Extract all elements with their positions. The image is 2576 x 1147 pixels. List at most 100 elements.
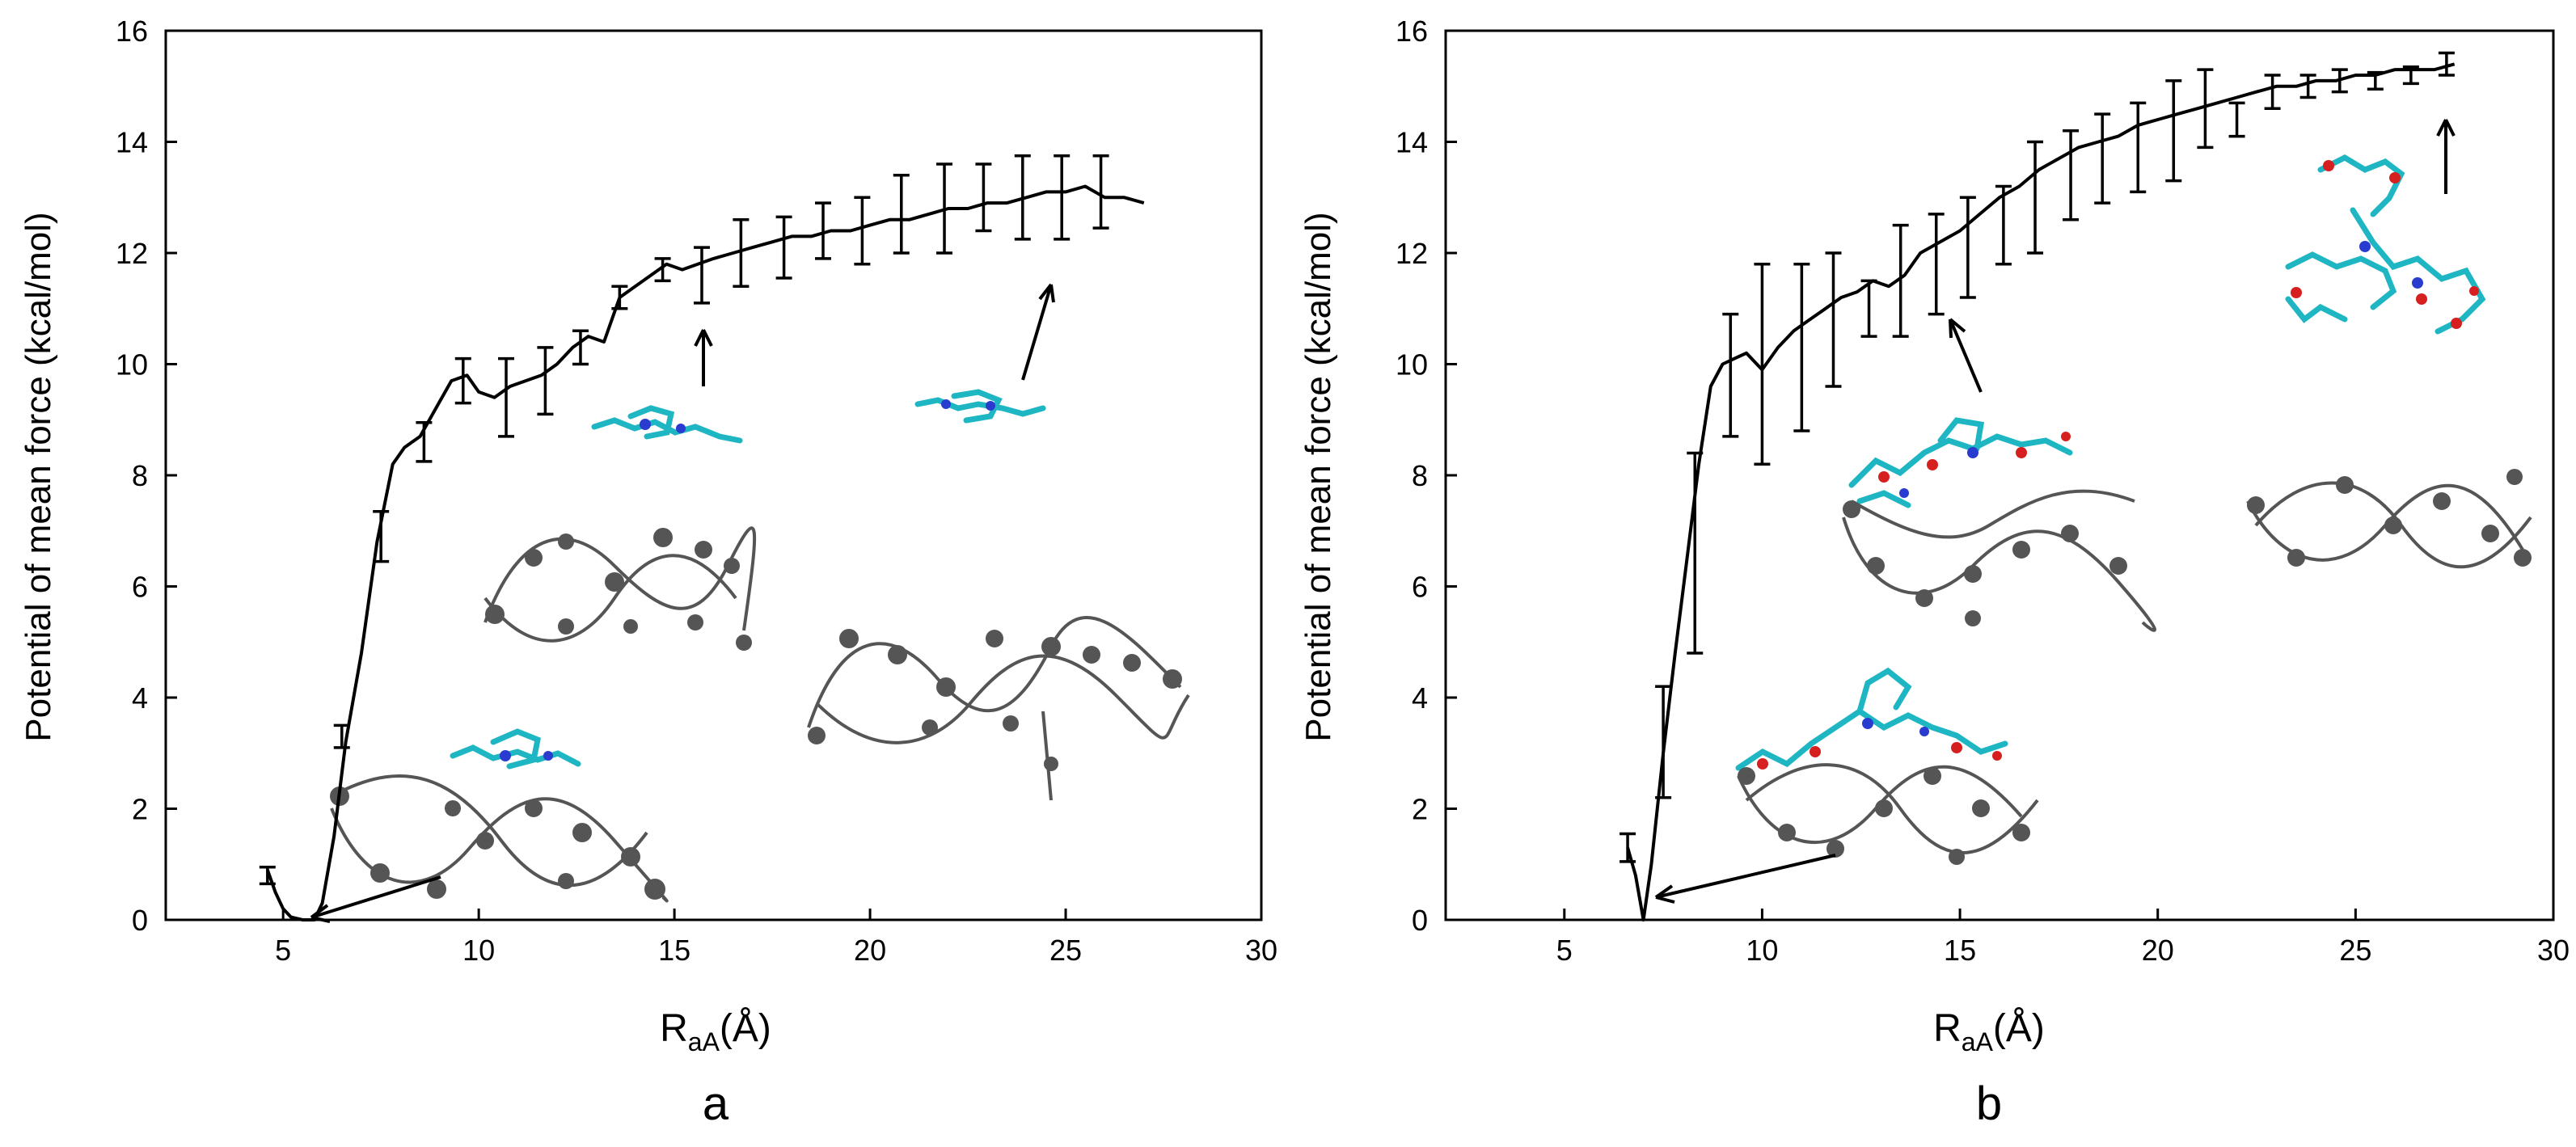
error-bar [654, 257, 671, 283]
x-tick-label: 10 [462, 934, 495, 967]
error-bar [2094, 112, 2111, 205]
panel-label-b: b [1976, 1077, 2002, 1130]
xlabel-a-sub: aA [688, 1027, 720, 1056]
pmf-line [265, 184, 1145, 921]
molecule-inset-b2 [1848, 417, 2073, 508]
error-bar [1959, 196, 1976, 299]
y-tick-label: 14 [116, 126, 148, 159]
error-bar [775, 215, 792, 280]
error-bar [1092, 154, 1109, 230]
y-tick-label: 6 [132, 571, 148, 604]
error-bar [2402, 65, 2419, 86]
molecule-inset-b3 [1735, 667, 2008, 771]
y-tick-label: 6 [1412, 571, 1428, 604]
error-bar [2165, 79, 2182, 183]
molecule-inset-a1 [591, 405, 743, 444]
error-bar [1995, 184, 2012, 266]
error-bar [572, 329, 589, 366]
ylabel-b: Potential of mean force (kcal/mol) [1299, 212, 1338, 741]
y-tick-label: 8 [132, 459, 148, 492]
x-tick-label: 25 [1049, 934, 1082, 967]
dna-inset-b1 [1842, 489, 2156, 632]
y-tick-label: 10 [1396, 348, 1428, 382]
error-bar [1892, 223, 1909, 338]
y-tick-label: 4 [132, 681, 148, 715]
axes-b: 5 10 15 20 25 30 0 2 4 6 8 10 12 14 16 [1396, 15, 2570, 967]
panel-b: 5 10 15 20 25 30 0 2 4 6 8 10 12 14 16 Potential of me… [1299, 15, 2570, 1130]
molecule-inset-a3 [450, 728, 581, 770]
arrow-b2 [1949, 318, 1983, 393]
error-bar [1722, 312, 1739, 438]
molecule-inset-b1 [2285, 154, 2486, 335]
y-tick-label: 12 [116, 237, 148, 270]
error-bar [1687, 451, 1704, 655]
error-bar [854, 196, 871, 266]
x-tick-label: 30 [1245, 934, 1277, 967]
data-b [1620, 51, 2456, 921]
error-bar [1620, 832, 1636, 863]
molecule-inset-a2 [914, 389, 1046, 424]
y-tick-label: 2 [132, 793, 148, 826]
xlabel-a: RaA(Å) [660, 1007, 771, 1056]
y-tick-label: 12 [1396, 237, 1428, 270]
error-bar [2331, 68, 2348, 94]
error-bar [693, 246, 710, 305]
error-bar [2197, 68, 2214, 150]
xlabel-b-sub: aA [1962, 1027, 1994, 1056]
dna-inset-b2 [2246, 469, 2532, 569]
xlabel-a-main: R [660, 1007, 688, 1050]
x-tick-label: 20 [2142, 934, 2174, 967]
arrow-b1 [1655, 854, 1836, 899]
error-bar [893, 174, 910, 255]
error-bar [2027, 140, 2044, 255]
arrow-b2-head [1949, 318, 1966, 339]
arrows-b [1654, 119, 2456, 904]
x-tick-label: 20 [854, 934, 886, 967]
insets-b [1735, 154, 2532, 865]
dna-inset-b3 [1737, 763, 2039, 865]
error-bar [2228, 101, 2245, 138]
ylabel-a: Potential of mean force (kcal/mol) [19, 212, 58, 741]
error-bar [498, 356, 515, 438]
error-bar [259, 865, 276, 886]
error-bar [1014, 154, 1031, 241]
error-bar [1928, 213, 1945, 316]
pmf-line [1626, 62, 2456, 921]
y-tick-label: 14 [1396, 126, 1428, 159]
x-tick-label: 15 [1944, 934, 1976, 967]
y-tick-label: 4 [1412, 681, 1428, 715]
arrows-a [310, 283, 1055, 923]
arrow-a2-head [694, 329, 713, 347]
xlabel-b-unit: (Å) [1993, 1007, 2045, 1050]
error-bar [975, 162, 992, 233]
dna-inset-a2 [807, 616, 1190, 801]
error-bar [2130, 101, 2147, 194]
x-tick-label: 15 [658, 934, 690, 967]
error-bar [454, 356, 471, 405]
error-bar [2367, 70, 2384, 91]
error-bar [1054, 154, 1071, 241]
error-bar [936, 162, 953, 255]
y-tick-label: 8 [1412, 459, 1428, 492]
x-tick-label: 25 [2339, 934, 2371, 967]
error-bar [1825, 251, 1842, 388]
y-tick-label: 0 [132, 904, 148, 937]
error-bar [1754, 263, 1771, 466]
xlabel-b-main: R [1933, 1007, 1962, 1050]
x-tick-label: 30 [2537, 934, 2570, 967]
dna-inset-a1 [484, 526, 757, 651]
error-bar [2264, 74, 2281, 110]
error-bar [373, 509, 390, 563]
panel-label-a: a [703, 1077, 729, 1130]
y-tick-label: 10 [116, 348, 148, 382]
plot-frame [164, 29, 1263, 921]
arrow-a3 [1021, 284, 1053, 381]
error-bar [2063, 129, 2080, 221]
arrow-a1 [310, 875, 441, 919]
x-tick-label: 10 [1746, 934, 1778, 967]
x-tick-label: 5 [275, 934, 291, 967]
error-bar [1860, 279, 1877, 338]
xlabel-b: RaA(Å) [1933, 1007, 2045, 1056]
error-bar [1655, 685, 1672, 799]
